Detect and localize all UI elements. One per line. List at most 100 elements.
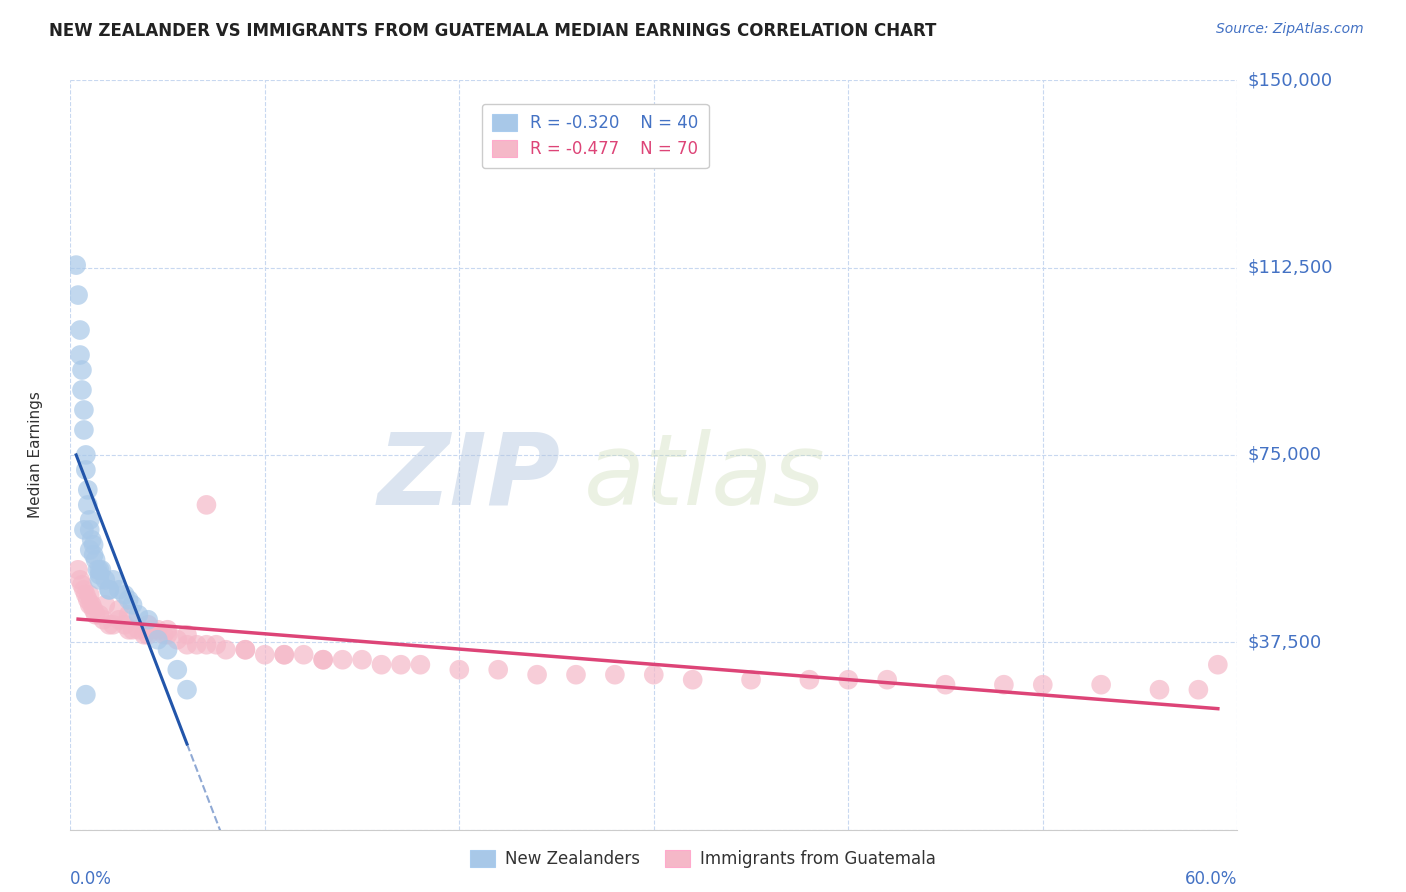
Point: [565, 667, 588, 681]
Point: [89, 607, 111, 622]
Point: [79, 523, 101, 537]
Point: [186, 638, 208, 652]
Point: [84, 607, 107, 622]
Point: [101, 617, 124, 632]
Point: [75, 588, 97, 602]
Point: [205, 638, 228, 652]
Point: [98, 582, 121, 597]
Point: [486, 663, 509, 677]
Point: [134, 628, 156, 642]
Text: NEW ZEALANDER VS IMMIGRANTS FROM GUATEMALA MEDIAN EARNINGS CORRELATION CHART: NEW ZEALANDER VS IMMIGRANTS FROM GUATEMA…: [49, 22, 936, 40]
Point: [233, 642, 256, 657]
Point: [176, 682, 198, 697]
Point: [876, 673, 898, 687]
Text: atlas: atlas: [583, 429, 825, 526]
Point: [127, 623, 149, 637]
Point: [1032, 678, 1054, 692]
Point: [108, 613, 131, 627]
Point: [409, 657, 432, 672]
Point: [94, 598, 117, 612]
Point: [76, 483, 98, 497]
Point: [273, 648, 295, 662]
Point: [127, 607, 149, 622]
Point: [89, 563, 111, 577]
Point: [73, 582, 96, 597]
Point: [799, 673, 821, 687]
Text: $150,000: $150,000: [1247, 71, 1331, 89]
Point: [352, 653, 374, 667]
Point: [136, 613, 159, 627]
Point: [292, 648, 315, 662]
Point: [332, 653, 354, 667]
Point: [84, 553, 107, 567]
Point: [233, 642, 256, 657]
Point: [195, 638, 218, 652]
Text: $37,500: $37,500: [1247, 633, 1322, 651]
Point: [993, 678, 1015, 692]
Point: [1206, 657, 1229, 672]
Point: [146, 623, 169, 637]
Point: [141, 623, 163, 637]
Point: [176, 628, 198, 642]
Text: $75,000: $75,000: [1247, 446, 1322, 464]
Point: [75, 463, 97, 477]
Point: [89, 573, 111, 587]
Point: [118, 607, 141, 622]
Point: [79, 513, 101, 527]
Point: [121, 598, 143, 612]
Point: [156, 623, 179, 637]
Point: [215, 642, 238, 657]
Text: $112,500: $112,500: [1247, 259, 1333, 277]
Point: [83, 538, 105, 552]
Point: [136, 628, 159, 642]
Point: [94, 573, 117, 587]
Point: [93, 613, 115, 627]
Point: [80, 533, 103, 547]
Point: [67, 288, 90, 302]
Point: [98, 617, 121, 632]
Text: Median Earnings: Median Earnings: [28, 392, 42, 518]
Point: [152, 628, 174, 642]
Point: [108, 582, 131, 597]
Point: [603, 667, 626, 681]
Point: [195, 498, 218, 512]
Point: [136, 617, 159, 632]
Point: [118, 623, 141, 637]
Point: [389, 657, 412, 672]
Point: [86, 563, 108, 577]
Point: [146, 632, 169, 647]
Point: [1090, 678, 1112, 692]
Point: [70, 578, 93, 592]
Point: [75, 688, 97, 702]
Text: 60.0%: 60.0%: [1185, 870, 1237, 888]
Point: [79, 588, 101, 602]
Legend: R = -0.320    N = 40, R = -0.477    N = 70: R = -0.320 N = 40, R = -0.477 N = 70: [482, 103, 709, 169]
Point: [79, 542, 101, 557]
Point: [114, 617, 136, 632]
Point: [312, 653, 335, 667]
Point: [166, 663, 188, 677]
Point: [69, 348, 91, 362]
Point: [114, 588, 136, 602]
Point: [73, 523, 96, 537]
Point: [83, 603, 105, 617]
Point: [526, 667, 548, 681]
Point: [682, 673, 704, 687]
Text: ZIP: ZIP: [377, 429, 561, 526]
Point: [934, 678, 956, 692]
Point: [1187, 682, 1209, 697]
Point: [98, 582, 121, 597]
Point: [108, 603, 131, 617]
Point: [73, 403, 96, 417]
Text: 0.0%: 0.0%: [70, 870, 112, 888]
Point: [740, 673, 762, 687]
Point: [80, 598, 103, 612]
Point: [837, 673, 859, 687]
Point: [449, 663, 471, 677]
Point: [273, 648, 295, 662]
Point: [83, 548, 105, 562]
Point: [67, 563, 90, 577]
Point: [69, 323, 91, 337]
Point: [101, 573, 124, 587]
Point: [312, 653, 335, 667]
